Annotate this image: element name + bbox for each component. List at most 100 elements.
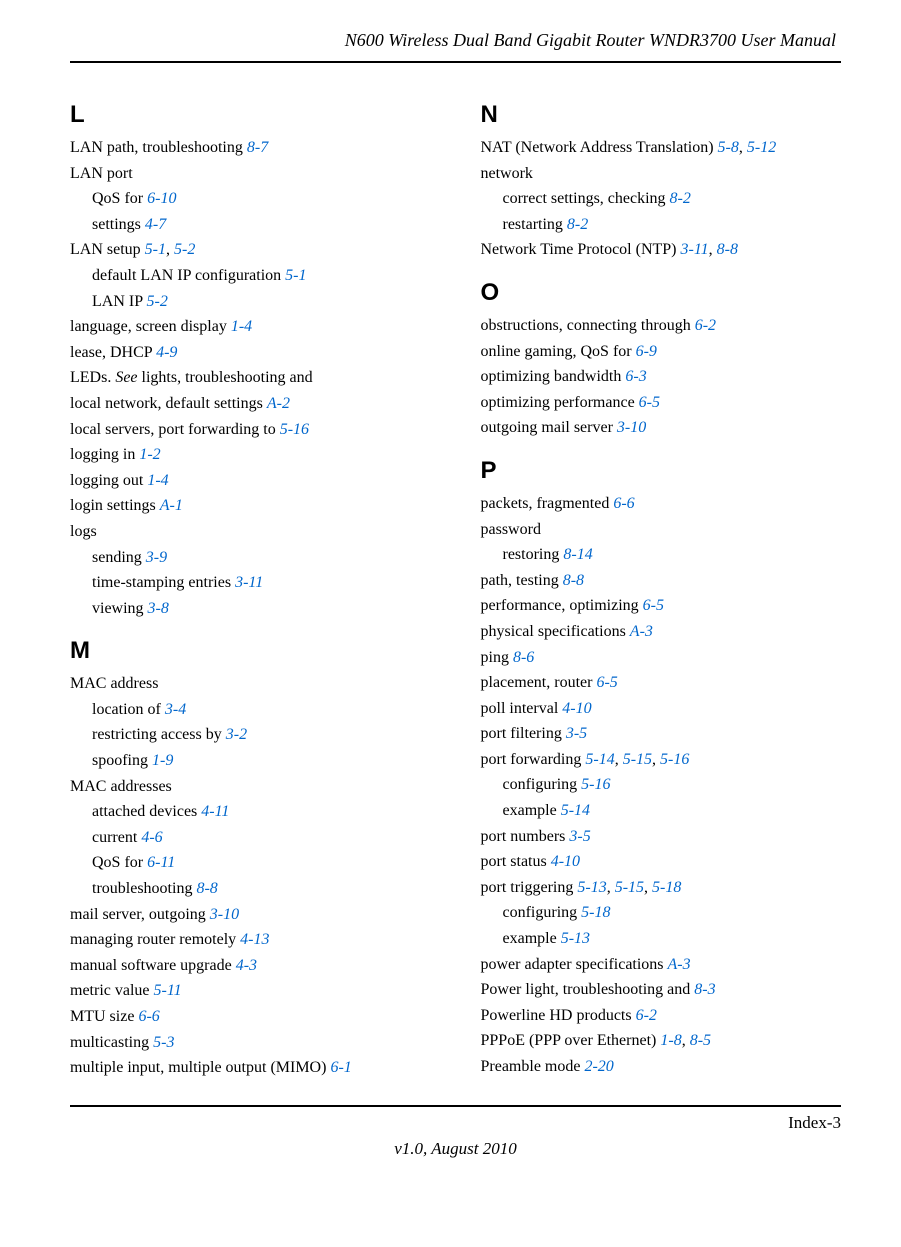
page-reference-link[interactable]: 5-13	[577, 879, 606, 896]
page-reference-link[interactable]: 3-8	[148, 600, 169, 617]
index-entry-text: example	[503, 802, 561, 819]
index-entry: login settings A-1	[70, 495, 431, 517]
page-reference-link[interactable]: 5-11	[154, 982, 182, 999]
index-entry: settings 4-7	[92, 214, 431, 236]
page-reference-link[interactable]: 6-2	[695, 317, 716, 334]
page-reference-link[interactable]: 1-9	[152, 752, 173, 769]
page-reference-link[interactable]: 3-9	[146, 549, 167, 566]
page-reference-link[interactable]: 6-10	[147, 190, 176, 207]
page-reference-link[interactable]: 4-7	[145, 216, 166, 233]
index-entry: optimizing bandwidth 6-3	[481, 366, 842, 388]
page-reference-link[interactable]: 5-18	[581, 904, 610, 921]
column-right: NNAT (Network Address Translation) 5-8, …	[481, 83, 842, 1083]
index-columns: LLAN path, troubleshooting 8-7LAN portQo…	[70, 83, 841, 1083]
page-reference-link[interactable]: 6-5	[596, 674, 617, 691]
page-reference-link[interactable]: 4-11	[201, 803, 229, 820]
page-reference-link[interactable]: 3-11	[235, 574, 263, 591]
page-reference-link[interactable]: 3-2	[226, 726, 247, 743]
page-reference-link[interactable]: 5-1	[145, 241, 166, 258]
index-entry: restricting access by 3-2	[92, 724, 431, 746]
index-entry-text: online gaming, QoS for	[481, 343, 636, 360]
page-reference-link[interactable]: 3-5	[569, 828, 590, 845]
page-reference-link[interactable]: 6-5	[643, 597, 664, 614]
page-reference-link[interactable]: 6-11	[147, 854, 175, 871]
page-reference-link[interactable]: 2-20	[584, 1058, 613, 1075]
index-entry: Preamble mode 2-20	[481, 1056, 842, 1078]
page-reference-link[interactable]: 8-6	[513, 649, 534, 666]
index-entry-text: packets, fragmented	[481, 495, 614, 512]
page-reference-link[interactable]: 5-2	[147, 293, 168, 310]
page-reference-link[interactable]: 5-16	[581, 776, 610, 793]
page-reference-link[interactable]: 1-4	[231, 318, 252, 335]
page-reference-link[interactable]: 3-4	[165, 701, 186, 718]
page-reference-link[interactable]: 5-3	[153, 1034, 174, 1051]
page-reference-link[interactable]: A-2	[267, 395, 290, 412]
page-reference-link[interactable]: 4-9	[156, 344, 177, 361]
index-entry-text: power adapter specifications	[481, 956, 668, 973]
page-reference-link[interactable]: A-1	[160, 497, 183, 514]
page-reference-link[interactable]: 6-1	[330, 1059, 351, 1076]
page-reference-link[interactable]: 8-8	[196, 880, 217, 897]
page-reference-link[interactable]: A-3	[630, 623, 653, 640]
page-reference-link[interactable]: 8-5	[690, 1032, 711, 1049]
page-reference-link[interactable]: 3-11	[681, 241, 709, 258]
page-reference-link[interactable]: 8-3	[694, 981, 715, 998]
page-reference-link[interactable]: 8-14	[563, 546, 592, 563]
page-reference-link[interactable]: 4-13	[240, 931, 269, 948]
index-entry-text: poll interval	[481, 700, 563, 717]
page-reference-link[interactable]: 6-9	[636, 343, 657, 360]
page-reference-link[interactable]: 5-14	[561, 802, 590, 819]
index-entry-text: performance, optimizing	[481, 597, 643, 614]
page-reference-link[interactable]: 6-3	[625, 368, 646, 385]
page-reference-link[interactable]: 5-16	[280, 421, 309, 438]
index-entry-text: LAN port	[70, 165, 133, 182]
page-reference-link[interactable]: 8-8	[563, 572, 584, 589]
page-reference-link[interactable]: 8-2	[670, 190, 691, 207]
page-reference-link[interactable]: 1-4	[147, 472, 168, 489]
page-reference-link[interactable]: 8-8	[717, 241, 738, 258]
index-entry: Network Time Protocol (NTP) 3-11, 8-8	[481, 239, 842, 261]
page-reference-link[interactable]: 5-8	[718, 139, 739, 156]
index-entry-text: obstructions, connecting through	[481, 317, 695, 334]
page-reference-link[interactable]: 5-2	[174, 241, 195, 258]
index-entry-text: multicasting	[70, 1034, 153, 1051]
index-entry-text: LAN path, troubleshooting	[70, 139, 247, 156]
index-entry: port numbers 3-5	[481, 826, 842, 848]
page-reference-link[interactable]: 5-15	[615, 879, 644, 896]
page-reference-link[interactable]: 5-14	[585, 751, 614, 768]
index-entry-text: viewing	[92, 600, 148, 617]
page-reference-link[interactable]: 3-10	[210, 906, 239, 923]
index-entry-text: LAN setup	[70, 241, 145, 258]
page-reference-link[interactable]: 1-2	[139, 446, 160, 463]
index-entry: PPPoE (PPP over Ethernet) 1-8, 8-5	[481, 1030, 842, 1052]
page-reference-link[interactable]: 3-10	[617, 419, 646, 436]
page-reference-link[interactable]: 8-7	[247, 139, 268, 156]
page-reference-link[interactable]: 5-1	[285, 267, 306, 284]
page-reference-link[interactable]: 6-2	[636, 1007, 657, 1024]
page-reference-link[interactable]: 5-18	[652, 879, 681, 896]
page-reference-link[interactable]: 5-13	[561, 930, 590, 947]
page-reference-link[interactable]: 5-16	[660, 751, 689, 768]
page-reference-link[interactable]: 8-2	[567, 216, 588, 233]
index-entry-text: attached devices	[92, 803, 201, 820]
index-entry-text: configuring	[503, 776, 582, 793]
page-reference-link[interactable]: 1-8	[660, 1032, 681, 1049]
index-entry-text: Preamble mode	[481, 1058, 585, 1075]
page-reference-link[interactable]: 4-10	[562, 700, 591, 717]
index-entry: configuring 5-18	[503, 902, 842, 924]
page-reference-link[interactable]: 5-15	[623, 751, 652, 768]
index-entry-text: placement, router	[481, 674, 597, 691]
section-letter-o: O	[481, 279, 842, 307]
page-reference-link[interactable]: A-3	[668, 956, 691, 973]
page-reference-link[interactable]: 6-5	[639, 394, 660, 411]
page-reference-link[interactable]: 4-6	[141, 829, 162, 846]
page-reference-link[interactable]: 5-12	[747, 139, 776, 156]
index-entry-text: correct settings, checking	[503, 190, 670, 207]
page-reference-link[interactable]: 4-10	[551, 853, 580, 870]
page-reference-link[interactable]: 6-6	[138, 1008, 159, 1025]
page-reference-link[interactable]: 4-3	[236, 957, 257, 974]
page-reference-link[interactable]: 6-6	[613, 495, 634, 512]
index-entry-text: settings	[92, 216, 145, 233]
page-reference-link[interactable]: 3-5	[566, 725, 587, 742]
index-entry-text: managing router remotely	[70, 931, 240, 948]
